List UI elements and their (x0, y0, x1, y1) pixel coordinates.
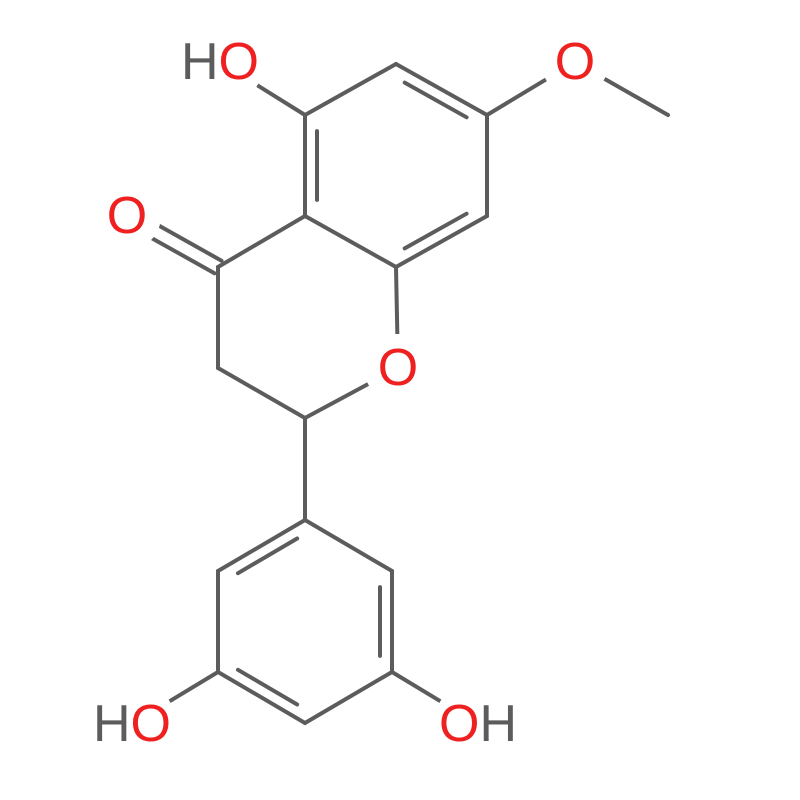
atom-label: O (555, 33, 595, 91)
labels-layer: HO O O O HO OH (93, 33, 595, 753)
atom-label: O (107, 187, 147, 245)
atom-label: O (378, 339, 418, 397)
atom-label: HO (181, 33, 259, 91)
atom-label: HO (93, 695, 171, 753)
atom-label: OH (439, 695, 517, 753)
chemical-structure-diagram: HO O O O HO OH (0, 0, 800, 800)
